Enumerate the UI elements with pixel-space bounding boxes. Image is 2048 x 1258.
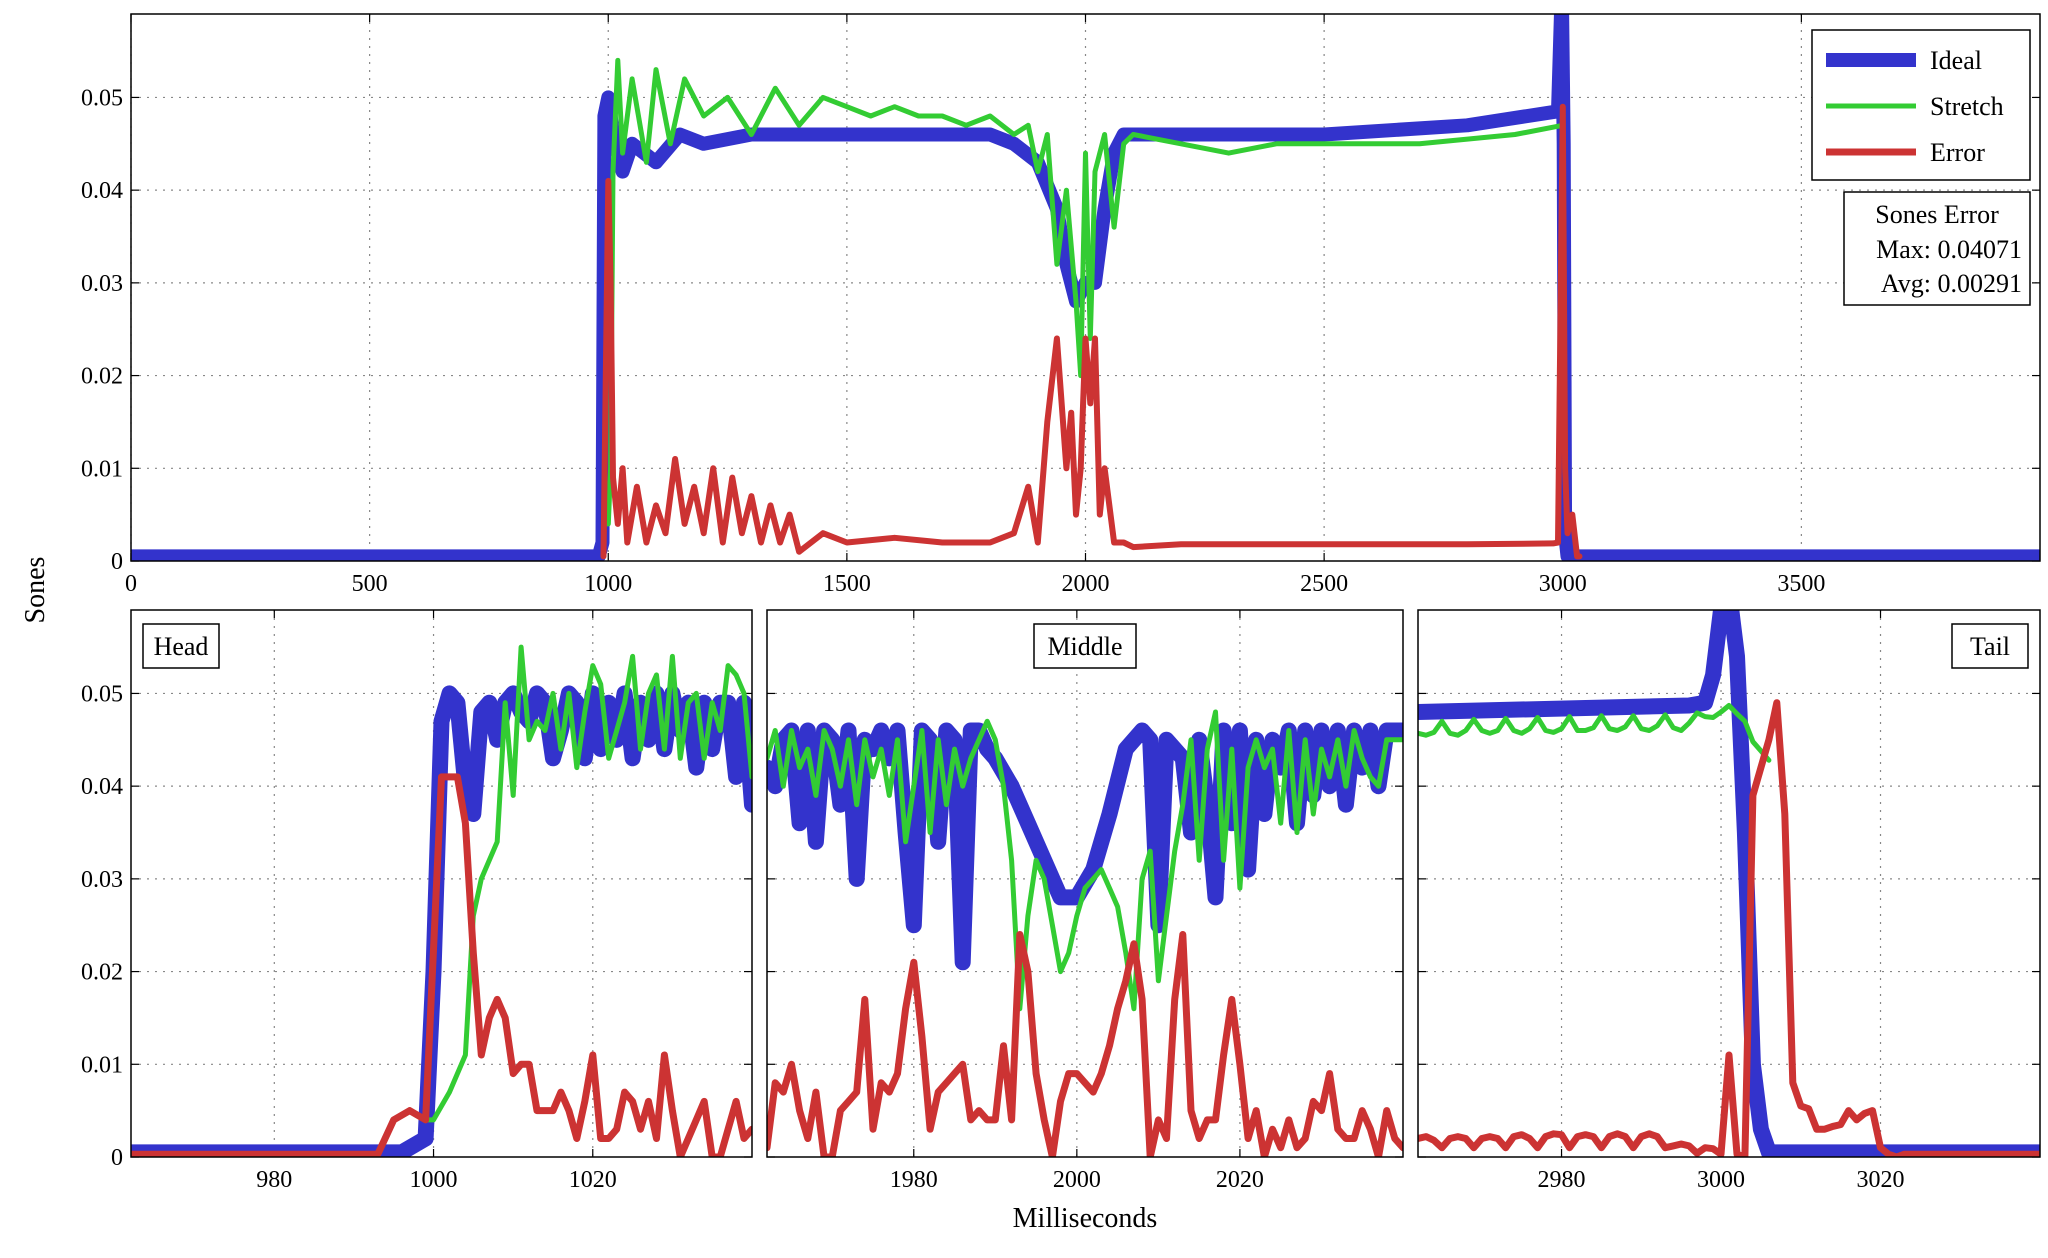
y-tick-label: 0 <box>111 549 123 575</box>
x-tick-label: 1980 <box>890 1167 938 1193</box>
y-tick-label: 0.02 <box>81 364 123 390</box>
panel-title: Middle <box>1047 632 1122 661</box>
stats-avg: Avg: 0.00291 <box>1881 269 2022 298</box>
series-line-ideal <box>1418 610 2040 1157</box>
stats-box-frame <box>1843 191 2031 306</box>
panel-title-box <box>142 623 220 669</box>
x-axis-label: Milliseconds <box>1013 1203 1158 1234</box>
x-tick-label: 1000 <box>584 571 632 597</box>
x-tick-label: 2980 <box>1538 1167 1586 1193</box>
series-line-stretch <box>767 709 1403 1012</box>
x-tick-label: 1500 <box>823 571 871 597</box>
y-tick-label: 0.04 <box>81 178 123 204</box>
panels-layer: 0 500 1000 1500 2000 2500 3000 3500 0 0.01 0.02 0.0… <box>81 13 2041 1193</box>
axes-frame <box>766 609 1404 1158</box>
x-tick-label: 3000 <box>1539 571 1587 597</box>
stats-max: Max: 0.04071 <box>1876 235 2022 264</box>
y-tick-label: 0.01 <box>81 456 123 482</box>
y-tick-label: 0.01 <box>81 1052 123 1078</box>
x-tick-label: 3500 <box>1777 571 1825 597</box>
series-layer <box>131 14 2040 561</box>
panel-middle: 1980 2000 2020 Middle <box>766 609 1404 1193</box>
series-line-stretch <box>1418 703 1772 763</box>
series-line-error <box>600 103 1583 560</box>
panel-title: Head <box>154 632 209 661</box>
axes-frame <box>1417 609 2041 1158</box>
y-tick-label: 0.05 <box>81 85 123 111</box>
series-layer <box>131 644 752 1157</box>
x-tick-label: 2500 <box>1300 571 1348 597</box>
x-tick-label: 1000 <box>410 1167 458 1193</box>
series-line-error <box>767 931 1403 1157</box>
axes-frame <box>130 609 753 1158</box>
series-line-error <box>131 773 752 1157</box>
legend: Ideal Stretch Error <box>1811 29 2031 181</box>
series-line-ideal <box>131 14 2040 561</box>
stats-title: Sones Error <box>1875 200 1999 229</box>
panel-head: 980 1000 1020 0 0.01 0.02 0.03 0.04 0.05 Head <box>81 609 753 1193</box>
series-layer <box>767 709 1403 1157</box>
y-tick-label: 0.02 <box>81 960 123 986</box>
panel-tail: 2980 3000 3020 Tail <box>1417 609 2041 1193</box>
x-tick-label: 2000 <box>1053 1167 1101 1193</box>
legend-label-error: Error <box>1930 138 1985 167</box>
y-tick-label: 0.03 <box>81 867 123 893</box>
x-tick-label: 500 <box>352 571 388 597</box>
legend-label-stretch: Stretch <box>1930 92 2004 121</box>
x-tick-label: 0 <box>125 571 137 597</box>
panel-title-box <box>1033 623 1137 669</box>
y-tick-label: 0.03 <box>81 271 123 297</box>
y-tick-label: 0.04 <box>81 774 123 800</box>
series-layer <box>1418 610 2040 1157</box>
series-line-stretch <box>601 57 1566 527</box>
series-line-error <box>1418 699 2040 1157</box>
y-tick-label: 0.05 <box>81 681 123 707</box>
x-tick-label: 3000 <box>1697 1167 1745 1193</box>
x-tick-label: 2000 <box>1062 571 1110 597</box>
x-tick-label: 3020 <box>1857 1167 1905 1193</box>
y-axis-label: Sones <box>20 557 51 624</box>
series-line-stretch <box>423 644 752 1123</box>
stats-box: Sones Error Max: 0.04071 Avg: 0.00291 <box>1843 191 2031 306</box>
x-tick-label: 1020 <box>569 1167 617 1193</box>
panel-title: Tail <box>1970 632 2010 661</box>
x-tick-label: 2020 <box>1216 1167 1264 1193</box>
axes-frame <box>130 13 2041 562</box>
x-tick-label: 980 <box>256 1167 292 1193</box>
y-tick-label: 0 <box>111 1145 123 1171</box>
legend-label-ideal: Ideal <box>1930 46 1982 75</box>
panel-overview: 0 500 1000 1500 2000 2500 3000 3500 0 0.01 0.02 0.0… <box>81 13 2041 597</box>
panel-title-box <box>1951 623 2029 669</box>
